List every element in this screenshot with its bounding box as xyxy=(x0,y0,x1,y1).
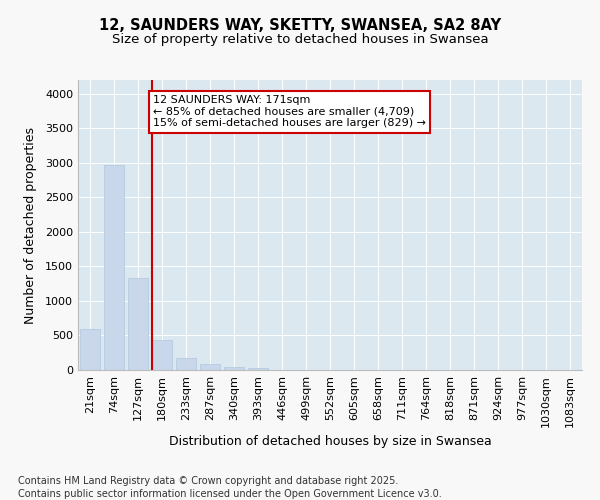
Y-axis label: Number of detached properties: Number of detached properties xyxy=(23,126,37,324)
Bar xyxy=(152,340,172,370)
Bar xyxy=(248,368,268,370)
Bar xyxy=(128,278,148,370)
Text: 12 SAUNDERS WAY: 171sqm
← 85% of detached houses are smaller (4,709)
15% of semi: 12 SAUNDERS WAY: 171sqm ← 85% of detache… xyxy=(153,95,426,128)
Text: Contains HM Land Registry data © Crown copyright and database right 2025.: Contains HM Land Registry data © Crown c… xyxy=(18,476,398,486)
X-axis label: Distribution of detached houses by size in Swansea: Distribution of detached houses by size … xyxy=(169,435,491,448)
Bar xyxy=(104,165,124,370)
Bar xyxy=(80,330,100,370)
Bar xyxy=(200,364,220,370)
Text: Size of property relative to detached houses in Swansea: Size of property relative to detached ho… xyxy=(112,32,488,46)
Text: 12, SAUNDERS WAY, SKETTY, SWANSEA, SA2 8AY: 12, SAUNDERS WAY, SKETTY, SWANSEA, SA2 8… xyxy=(99,18,501,32)
Bar xyxy=(176,358,196,370)
Bar xyxy=(224,367,244,370)
Text: Contains public sector information licensed under the Open Government Licence v3: Contains public sector information licen… xyxy=(18,489,442,499)
